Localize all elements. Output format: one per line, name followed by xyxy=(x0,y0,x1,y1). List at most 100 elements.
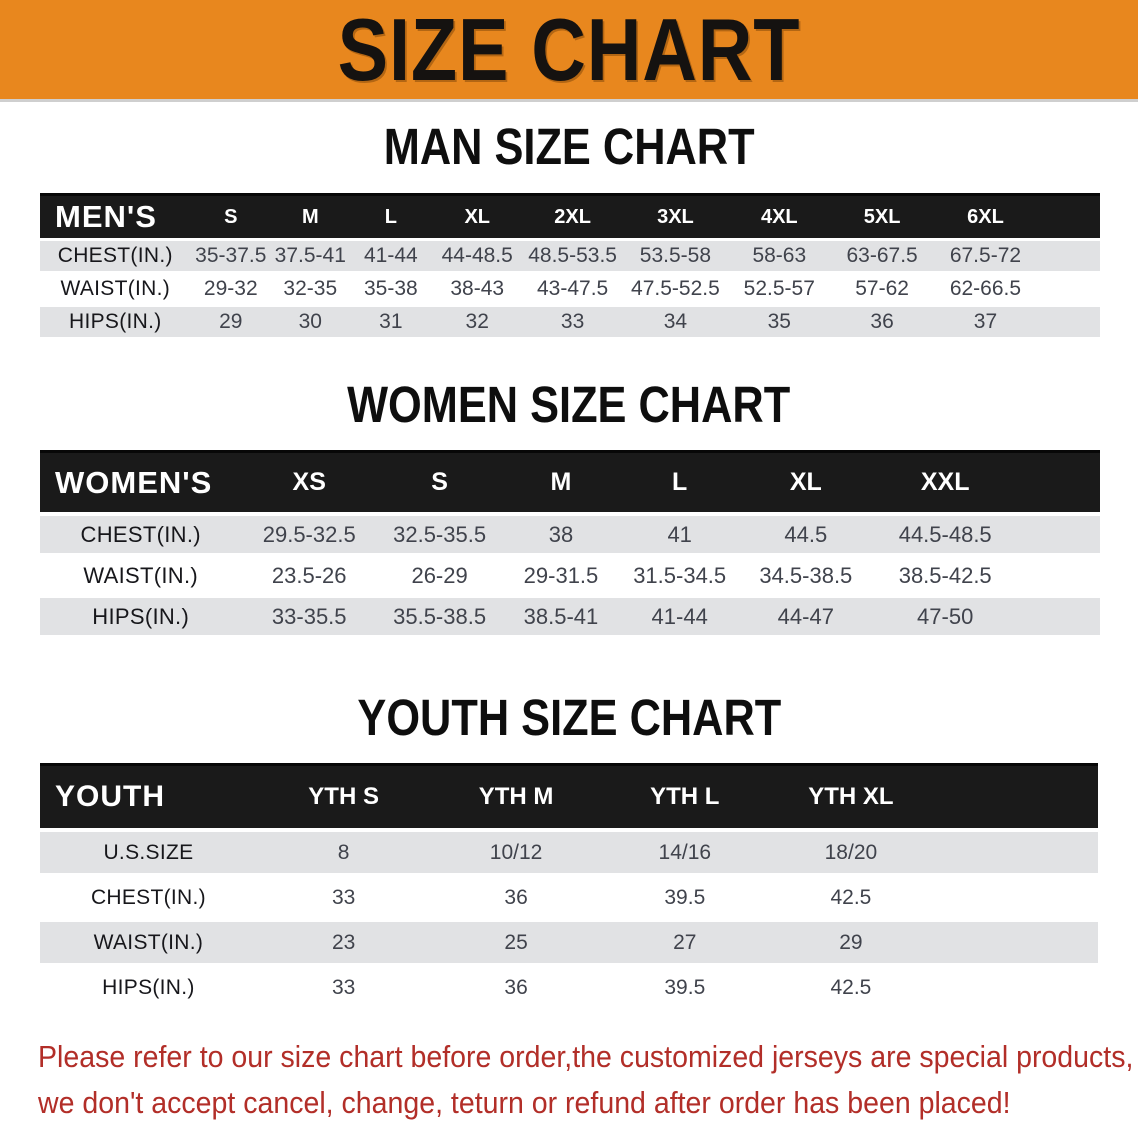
banner-title: SIZE CHART xyxy=(337,0,801,99)
banner: SIZE CHART xyxy=(0,0,1138,102)
men-size-header: 2XL xyxy=(522,193,623,238)
men-size-header: 6XL xyxy=(933,193,1038,238)
men-size-header: 4XL xyxy=(727,193,831,238)
measure-value: 47.5-52.5 xyxy=(622,274,728,304)
youth-size-header: YTH S xyxy=(256,763,431,828)
measure-label: HIPS(IN.) xyxy=(40,598,242,635)
measure-value: 57-62 xyxy=(830,274,934,304)
men-size-header: M xyxy=(271,193,350,238)
measure-value: 29.5-32.5 xyxy=(241,516,378,553)
measure-value: 33 xyxy=(256,967,431,1008)
men-size-header: L xyxy=(349,193,433,238)
disclaimer-line-2: we don't accept cancel, change, teturn o… xyxy=(38,1085,1011,1120)
measure-value: 44.5 xyxy=(739,516,873,553)
filler-cell xyxy=(933,922,1098,963)
measure-value: 43-47.5 xyxy=(522,274,623,304)
measure-value: 39.5 xyxy=(601,967,768,1008)
measure-value: 41 xyxy=(619,516,740,553)
measure-value: 32.5-35.5 xyxy=(377,516,503,553)
men-size-header: XL xyxy=(432,193,523,238)
table-row: CHEST(IN.) 29.5-32.5 32.5-35.5 38 41 44.5 44.5… xyxy=(40,516,1100,553)
filler-cell xyxy=(1018,557,1100,594)
measure-value: 18/20 xyxy=(767,832,934,873)
disclaimer-line-1: Please refer to our size chart before or… xyxy=(38,1039,1134,1074)
measure-value: 67.5-72 xyxy=(933,241,1038,271)
table-row: WAIST(IN.) 29-32 32-35 35-38 38-43 43-47.5 47.… xyxy=(40,274,1100,304)
youth-size-header: YTH XL xyxy=(767,763,934,828)
table-row: CHEST(IN.) 33 36 39.5 42.5 xyxy=(40,877,1098,918)
men-section-heading-text: MAN SIZE CHART xyxy=(383,118,755,175)
measure-label: CHEST(IN.) xyxy=(40,241,191,271)
measure-value: 23.5-26 xyxy=(241,557,378,594)
measure-value: 29 xyxy=(767,922,934,963)
measure-value: 25 xyxy=(430,922,602,963)
measure-value: 33 xyxy=(522,307,623,337)
measure-value: 34.5-38.5 xyxy=(739,557,873,594)
men-section-heading: MAN SIZE CHART xyxy=(0,118,1138,176)
measure-value: 41-44 xyxy=(349,241,433,271)
youth-size-header: YTH L xyxy=(601,763,768,828)
measure-value: 38.5-41 xyxy=(502,598,620,635)
filler-cell xyxy=(1037,307,1100,337)
measure-value: 8 xyxy=(256,832,431,873)
measure-value: 30 xyxy=(271,307,350,337)
measure-value: 52.5-57 xyxy=(727,274,831,304)
measure-value: 42.5 xyxy=(767,877,934,918)
youth-section-heading-text: YOUTH SIZE CHART xyxy=(357,689,781,746)
measure-value: 33 xyxy=(256,877,431,918)
measure-value: 41-44 xyxy=(619,598,740,635)
measure-value: 63-67.5 xyxy=(830,241,934,271)
measure-value: 34 xyxy=(622,307,728,337)
youth-size-header: YTH M xyxy=(430,763,602,828)
table-row: U.S.SIZE 8 10/12 14/16 18/20 xyxy=(40,832,1098,873)
table-row: CHEST(IN.) 35-37.5 37.5-41 41-44 44-48.5 48.5… xyxy=(40,241,1100,271)
measure-value: 38-43 xyxy=(432,274,523,304)
measure-value: 27 xyxy=(601,922,768,963)
measure-value: 35 xyxy=(727,307,831,337)
measure-value: 53.5-58 xyxy=(622,241,728,271)
filler-cell xyxy=(933,832,1098,873)
filler-cell xyxy=(1037,241,1100,271)
women-size-header: XS xyxy=(241,450,378,512)
measure-value: 36 xyxy=(430,967,602,1008)
measure-label: WAIST(IN.) xyxy=(40,922,257,963)
measure-label: U.S.SIZE xyxy=(40,832,257,873)
women-size-table: WOMEN'S XS S M L XL XXL CHEST(IN.) 29.5-32.5 32.5… xyxy=(40,446,1100,639)
table-row: HIPS(IN.) 33-35.5 35.5-38.5 38.5-41 41-44 44-… xyxy=(40,598,1100,635)
measure-value: 42.5 xyxy=(767,967,934,1008)
women-size-header: M xyxy=(502,450,620,512)
measure-value: 44-47 xyxy=(739,598,873,635)
women-size-header: XL xyxy=(739,450,873,512)
measure-value: 23 xyxy=(256,922,431,963)
measure-value: 33-35.5 xyxy=(241,598,378,635)
filler-cell xyxy=(1037,274,1100,304)
women-section-heading-text: WOMEN SIZE CHART xyxy=(347,376,791,433)
filler-cell xyxy=(1018,450,1100,512)
measure-value: 26-29 xyxy=(377,557,503,594)
table-row: HIPS(IN.) 29 30 31 32 33 34 35 36 37 xyxy=(40,307,1100,337)
measure-value: 29-32 xyxy=(190,274,272,304)
measure-value: 36 xyxy=(830,307,934,337)
measure-value: 44-48.5 xyxy=(432,241,523,271)
measure-value: 47-50 xyxy=(872,598,1019,635)
measure-value: 37 xyxy=(933,307,1038,337)
measure-value: 38.5-42.5 xyxy=(872,557,1019,594)
measure-value: 32 xyxy=(432,307,523,337)
filler-cell xyxy=(933,877,1098,918)
filler-cell xyxy=(1018,516,1100,553)
measure-value: 35-38 xyxy=(349,274,433,304)
men-group-label: MEN'S xyxy=(40,193,191,238)
measure-label: CHEST(IN.) xyxy=(40,877,257,918)
filler-cell xyxy=(1018,598,1100,635)
table-row: WAIST(IN.) 23.5-26 26-29 29-31.5 31.5-34.5 34… xyxy=(40,557,1100,594)
filler-cell xyxy=(933,967,1098,1008)
measure-value: 39.5 xyxy=(601,877,768,918)
measure-value: 29 xyxy=(190,307,272,337)
measure-label: WAIST(IN.) xyxy=(40,274,191,304)
measure-value: 48.5-53.5 xyxy=(522,241,623,271)
men-size-header: 3XL xyxy=(622,193,728,238)
women-header-row: WOMEN'S XS S M L XL XXL xyxy=(40,450,1100,512)
filler-cell xyxy=(933,763,1098,828)
measure-label: CHEST(IN.) xyxy=(40,516,242,553)
